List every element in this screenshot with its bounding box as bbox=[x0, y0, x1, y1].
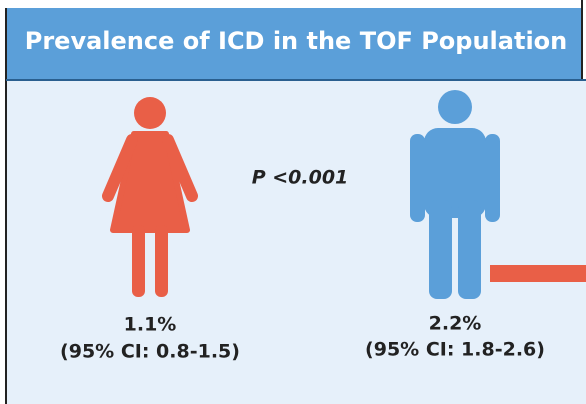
group-ci: (95% CI: 1.8-2.6) bbox=[365, 339, 545, 361]
group-ci: (95% CI: 0.8-1.5) bbox=[60, 341, 240, 363]
bar-fragment bbox=[490, 265, 586, 282]
header-title: Prevalence of ICD in the TOF Population bbox=[25, 27, 568, 55]
group-value: 1.1% bbox=[124, 314, 177, 336]
header-band bbox=[6, 8, 582, 80]
group-value: 2.2% bbox=[429, 313, 482, 335]
female-icon bbox=[102, 97, 198, 297]
panel bbox=[6, 80, 586, 404]
p-value: P <0.001 bbox=[252, 167, 349, 189]
male-icon bbox=[410, 90, 500, 299]
